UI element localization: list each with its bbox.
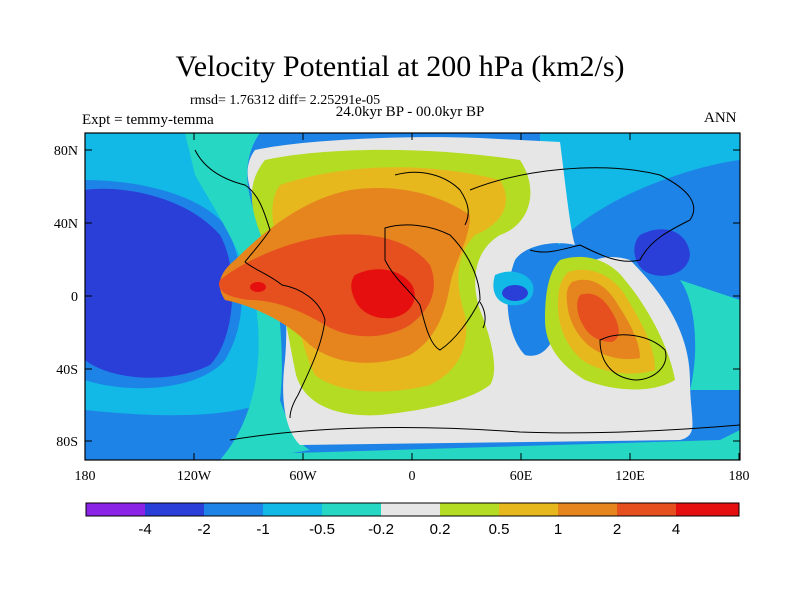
coastline-australia [599, 334, 667, 381]
colorbar-box [499, 503, 558, 516]
colorbar-box [617, 503, 676, 516]
stats-text: rmsd= 1.76312 diff= 2.25291e-05 [190, 93, 381, 108]
contour-band-pos4-small [250, 282, 266, 292]
contour-band-neg05-north [540, 133, 740, 245]
coastline-south-america [281, 284, 326, 419]
x-tick-label: 0 [409, 469, 416, 484]
colorbar-label: -1 [256, 521, 269, 538]
x-tick-label: 60W [289, 469, 317, 484]
colorbar-label: 4 [672, 521, 680, 538]
contour-band-neg02-west [185, 133, 310, 460]
contour-band-pos2-indo [577, 293, 619, 342]
contour-band-neg02-east [680, 280, 740, 390]
x-tick-label: 120E [615, 469, 645, 484]
colorbar-box [145, 503, 204, 516]
x-ticks [84, 133, 740, 460]
colorbar-frame [85, 502, 740, 517]
colorbar-box [263, 503, 322, 516]
colorbar-label: 0.5 [489, 521, 510, 538]
experiment-label: Expt = temmy-temma [82, 112, 214, 128]
x-tick-label: 180 [729, 469, 750, 484]
y-tick-label: 80S [56, 435, 78, 450]
x-tick-label: 60E [510, 469, 533, 484]
colorbar [86, 503, 739, 516]
colorbar-box [558, 503, 617, 516]
colorbar-label: 2 [613, 521, 621, 538]
colorbar-label: -0.5 [309, 521, 335, 538]
colorbar-box [676, 503, 739, 516]
coastline-europe [394, 171, 469, 226]
contour-field [85, 133, 740, 460]
y-ticks [85, 149, 740, 442]
coastline-asia [469, 167, 695, 262]
colorbar-box [440, 503, 499, 516]
y-tick-label: 40N [54, 217, 78, 232]
contour-band-neg02-south [230, 430, 740, 460]
period-label: 24.0kyr BP - 00.0kyr BP [335, 104, 485, 120]
contour-band-neg2-westpac [634, 229, 690, 276]
colorbar-box [381, 503, 440, 516]
colorbar-label: -2 [197, 521, 210, 538]
colorbar-label: 0.2 [430, 521, 451, 538]
colorbar-box [204, 503, 263, 516]
contour-band-indian-neg2 [502, 285, 528, 301]
colorbar-box [322, 503, 381, 516]
colorbar-label: -0.2 [368, 521, 394, 538]
colorbar-label: -4 [138, 521, 151, 538]
x-tick-label: 180 [75, 469, 96, 484]
coastline-antarctica [229, 424, 740, 441]
colorbar-box [86, 503, 145, 516]
contour-band-neg2-pacific [85, 188, 233, 378]
y-tick-label: 80N [54, 144, 78, 159]
contour-band-pos4 [351, 269, 415, 319]
colorbar-label: 1 [554, 521, 562, 538]
plot-title: Velocity Potential at 200 hPa (km2/s) [175, 50, 625, 83]
x-tick-label: 120W [177, 469, 212, 484]
season-label: ANN [704, 110, 737, 126]
y-tick-label: 40S [56, 363, 78, 378]
coastline-north-america [194, 149, 283, 286]
y-tick-label: 0 [71, 290, 78, 305]
coastline-madagascar [479, 301, 486, 329]
coastlines [194, 149, 740, 441]
coastline-africa [384, 224, 481, 351]
